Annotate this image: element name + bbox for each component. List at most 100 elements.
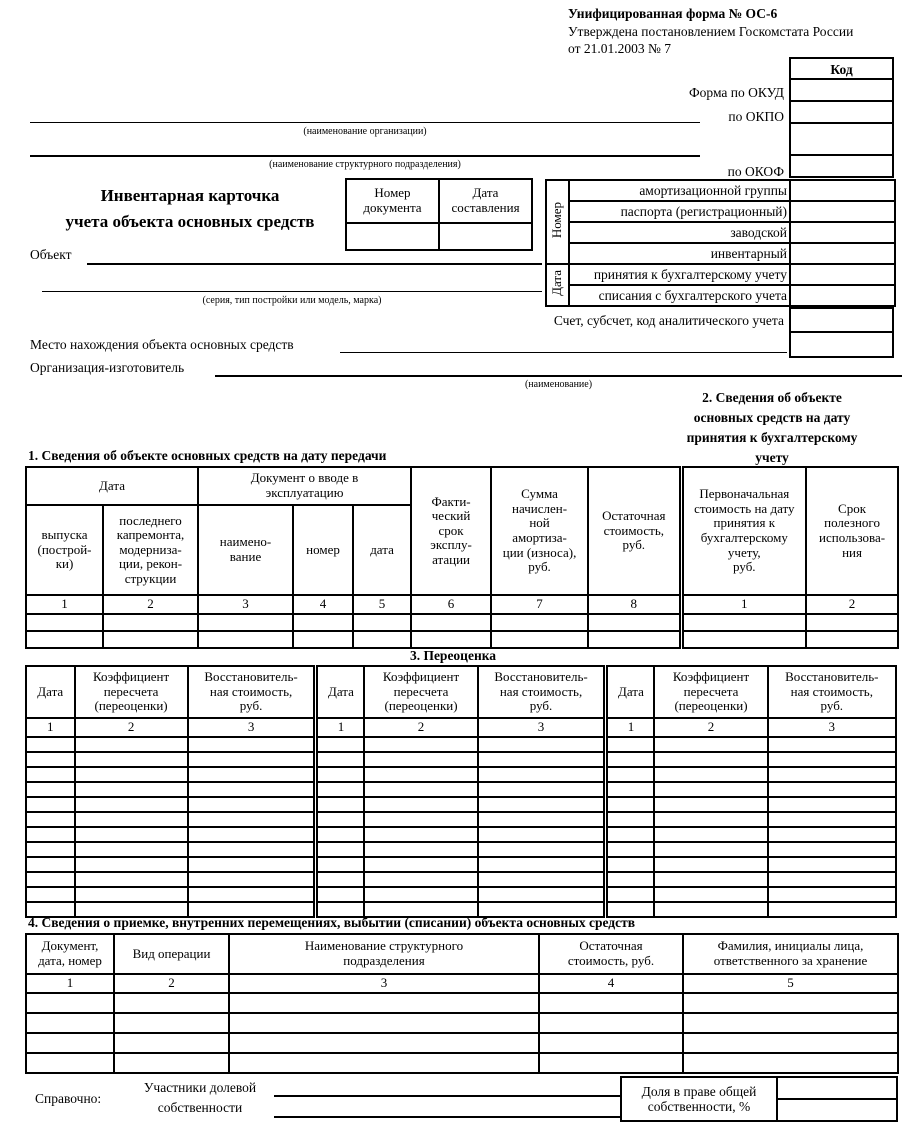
t3-cell: [603, 870, 656, 888]
t3-cell: [476, 765, 607, 783]
t3-cell: [603, 855, 656, 873]
t3-cell: [766, 870, 898, 888]
t3-cell: [603, 840, 656, 858]
t3-cell: [653, 765, 769, 783]
t3-cell: [313, 840, 366, 858]
code-header-cell: Код: [789, 57, 894, 80]
subdivision-name-caption: (наименование структурного подразделения…: [269, 159, 461, 170]
t3-cell: [73, 900, 189, 918]
t1-header: Факти- ческий срок эксплу- атации: [410, 466, 493, 596]
t3-header: Дата: [603, 665, 656, 719]
t3-cell: [186, 900, 317, 918]
t3-cell: [653, 825, 769, 843]
t3-cell: [313, 855, 366, 873]
t1-number-row: 1 2 3 4 5 6 7 8 1 2: [25, 594, 900, 615]
t3-cell: [73, 765, 189, 783]
t3-cell: [73, 810, 189, 828]
doc-number-header: Номер документа: [345, 178, 440, 224]
t3-cell: [25, 750, 76, 768]
t3-cell: [476, 840, 607, 858]
t3-cell: [73, 825, 189, 843]
t1-empty-row: [25, 612, 900, 632]
t3-cell: [363, 810, 479, 828]
t4-empty-row: [25, 1031, 899, 1054]
row-label: принятия к бухгалтерскому учету: [568, 263, 791, 286]
account-label: Счет, субсчет, код аналитического учета: [553, 313, 784, 328]
t4-cell: [682, 991, 899, 1014]
t3-cell: [766, 765, 898, 783]
share-value-cell-2: [776, 1098, 898, 1122]
t3-empty-row: [25, 735, 898, 753]
t3-cell: [186, 870, 317, 888]
t1-header: Остаточная стоимость, руб.: [587, 466, 683, 596]
t1-cell: [101, 629, 200, 649]
t3-cell: [363, 840, 479, 858]
t3-col-num: 2: [363, 717, 479, 738]
row-label: списания с бухгалтерского учета: [568, 284, 791, 307]
t3-header: Восстановитель- ная стоимость, руб.: [766, 665, 898, 719]
reference-label: Справочно:: [35, 1091, 102, 1106]
t3-cell: [476, 735, 607, 753]
t3-header: Дата: [313, 665, 366, 719]
doc-number-value-cell: [345, 222, 440, 251]
t3-cell: [766, 855, 898, 873]
t4-header: Наименование структурного подразделения: [228, 933, 540, 975]
t1-cell: [490, 629, 590, 649]
t3-cell: [73, 855, 189, 873]
t3-cell: [313, 735, 366, 753]
t3-cell: [313, 795, 366, 813]
section3-title: 3. Переоценка: [409, 648, 497, 663]
page-title-line-1: Инвентарная карточка: [100, 186, 280, 205]
t3-cell: [653, 750, 769, 768]
t4-cell: [113, 1031, 230, 1054]
t3-cell: [313, 885, 366, 903]
t1-cell: [410, 612, 493, 632]
t1-col-num: 3: [197, 594, 295, 615]
row-label: паспорта (регистрационный): [568, 200, 791, 223]
t1-empty-row: [25, 629, 900, 649]
t3-cell: [25, 825, 76, 843]
t3-empty-row: [25, 855, 898, 873]
t4-cell: [113, 1051, 230, 1074]
t3-cell: [603, 795, 656, 813]
t1-col-num: 5: [352, 594, 413, 615]
t4-empty-row: [25, 1011, 899, 1034]
account-code-cell: [789, 307, 894, 333]
t1-header: Сумма начислен- ной амортиза- ции (износ…: [490, 466, 590, 596]
t3-cell: [653, 735, 769, 753]
share-label: Доля в праве общей собственности, %: [620, 1076, 778, 1122]
t3-cell: [73, 840, 189, 858]
location-code-cell: [789, 331, 894, 358]
t4-cell: [682, 1031, 899, 1054]
t4-col-num: 5: [682, 973, 899, 994]
t3-empty-row: [25, 810, 898, 828]
approval-line-2: от 21.01.2003 № 7: [568, 41, 671, 56]
t1-col-num: 8: [587, 594, 683, 615]
t4-cell: [538, 1031, 684, 1054]
t3-cell: [313, 750, 366, 768]
t3-header: Восстановитель- ная стоимость, руб.: [186, 665, 317, 719]
organization-name-caption: (наименование организации): [303, 126, 427, 137]
t3-empty-row: [25, 885, 898, 903]
t3-number-row: 1 2 3 1 2 3 1 2 3: [25, 717, 898, 738]
movements-table: Документ, дата, номер Вид операции Наиме…: [25, 933, 899, 1074]
t1-cell: [25, 629, 104, 649]
t4-cell: [25, 1051, 115, 1074]
t3-cell: [766, 825, 898, 843]
t1-cell: [352, 612, 413, 632]
t3-cell: [653, 810, 769, 828]
code-value-cell: [789, 200, 896, 223]
date-vertical-label: Дата: [549, 270, 565, 297]
t4-cell: [538, 1011, 684, 1034]
t3-cell: [186, 885, 317, 903]
t3-cell: [476, 795, 607, 813]
t3-cell: [476, 825, 607, 843]
t3-cell: [25, 810, 76, 828]
t4-header: Остаточная стоимость, руб.: [538, 933, 684, 975]
t1-header: последнего капремонта, модерниза- ции, р…: [101, 504, 200, 596]
t3-cell: [73, 750, 189, 768]
approval-line-1: Утверждена постановлением Госкомстата Ро…: [568, 24, 854, 39]
t3-cell: [603, 900, 656, 918]
t3-header: Коэффициент пересчета (переоценки): [363, 665, 479, 719]
code-column: Код: [789, 57, 894, 178]
